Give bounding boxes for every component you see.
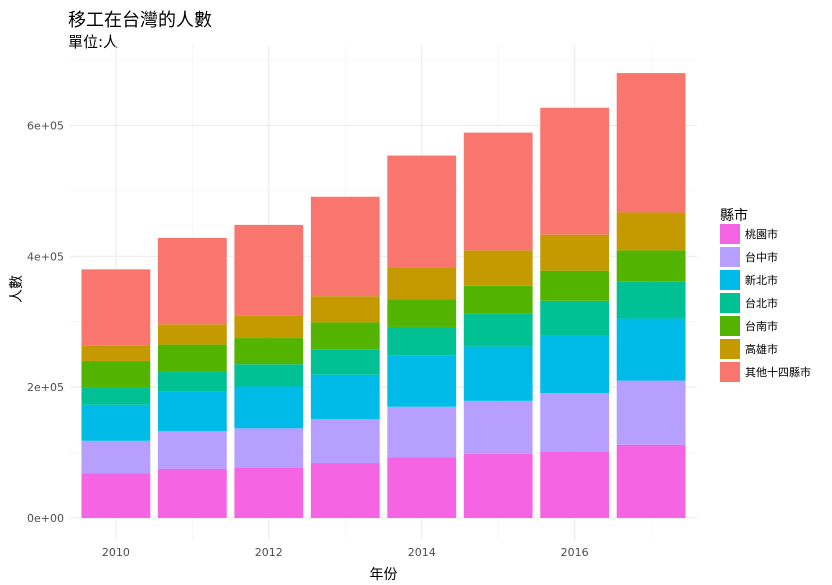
bars-layer	[81, 73, 686, 518]
bar-segment	[234, 224, 304, 316]
bar-segment	[540, 234, 610, 271]
bar-segment	[616, 444, 686, 518]
bar-segment	[81, 404, 151, 441]
bar-segment	[387, 267, 457, 300]
legend-label: 台中市	[745, 250, 778, 264]
bar-segment	[81, 387, 151, 405]
x-tick-label: 2012	[255, 546, 283, 559]
bar-segment	[616, 281, 686, 319]
legend-label: 台南市	[745, 319, 778, 333]
legend-key	[720, 362, 740, 382]
bar-segment	[157, 391, 227, 431]
bar-segment	[234, 315, 304, 339]
bar-segment	[540, 335, 610, 394]
bar-segment	[463, 453, 533, 518]
x-tick-label: 2010	[102, 546, 130, 559]
bar-segment	[234, 386, 304, 429]
bar-segment	[234, 364, 304, 387]
bar-segment	[310, 349, 380, 375]
bar-segment	[387, 406, 457, 458]
legend-label: 桃園市	[745, 227, 778, 241]
bar-segment	[234, 428, 304, 468]
chart-title: 移工在台灣的人數	[68, 10, 212, 31]
y-tick-label: 4e+05	[27, 250, 64, 263]
bar-segment	[81, 440, 151, 474]
legend-key	[720, 247, 740, 267]
bar-segment	[310, 296, 380, 323]
bar-segment	[387, 355, 457, 407]
bar-segment	[616, 73, 686, 213]
bar-segment	[81, 269, 151, 346]
y-tick-label: 6e+05	[27, 119, 64, 132]
legend-key	[720, 316, 740, 336]
y-tick-label: 2e+05	[27, 381, 64, 394]
bar-segment	[463, 313, 533, 347]
legend-key	[720, 339, 740, 359]
bar-segment	[81, 360, 151, 388]
bar-segment	[616, 380, 686, 445]
bar-segment	[540, 300, 610, 336]
bar-segment	[157, 468, 227, 518]
legend-label: 台北市	[745, 296, 778, 310]
bar-segment	[387, 299, 457, 327]
bar-segment	[81, 345, 151, 361]
bar-segment	[157, 344, 227, 372]
x-tick-label: 2016	[561, 546, 589, 559]
chart-subtitle: 單位:人	[68, 33, 119, 51]
bar-segment	[616, 212, 686, 251]
bar-segment	[387, 457, 457, 518]
bar-segment	[540, 451, 610, 518]
bar-segment	[234, 467, 304, 518]
bar-segment	[387, 155, 457, 268]
bar-segment	[81, 473, 151, 518]
legend-label: 新北市	[745, 273, 778, 287]
y-tick-label: 0e+00	[27, 512, 64, 525]
bar-segment	[463, 285, 533, 314]
bar-segment	[463, 250, 533, 286]
legend-title: 縣市	[720, 207, 748, 224]
bar-segment	[310, 196, 380, 297]
legend-key	[720, 270, 740, 290]
legend-key	[720, 224, 740, 244]
y-axis-title: 人數	[9, 275, 25, 303]
axis-layer: 0e+00 2e+05 4e+05 6e+05 2010 2012 2014 2016 年份 人數	[9, 119, 589, 583]
bar-segment	[616, 250, 686, 282]
bar-segment	[540, 107, 610, 235]
bar-segment	[157, 324, 227, 345]
legend-key	[720, 293, 740, 313]
bar-segment	[616, 318, 686, 381]
bar-segment	[387, 326, 457, 356]
bar-segment	[310, 322, 380, 350]
legend-label: 高雄市	[745, 342, 778, 356]
bar-segment	[234, 338, 304, 365]
legend-label: 其他十四縣市	[745, 365, 811, 379]
x-tick-label: 2014	[408, 546, 436, 559]
bar-segment	[463, 346, 533, 401]
bar-segment	[540, 393, 610, 452]
x-axis-title: 年份	[370, 567, 398, 583]
bar-segment	[310, 419, 380, 464]
bar-segment	[463, 400, 533, 454]
bar-segment	[157, 430, 227, 469]
bar-segment	[157, 371, 227, 392]
bar-segment	[540, 270, 610, 301]
bar-segment	[310, 374, 380, 420]
bar-segment	[157, 237, 227, 325]
bar-segment	[310, 463, 380, 518]
bar-segment	[463, 132, 533, 251]
